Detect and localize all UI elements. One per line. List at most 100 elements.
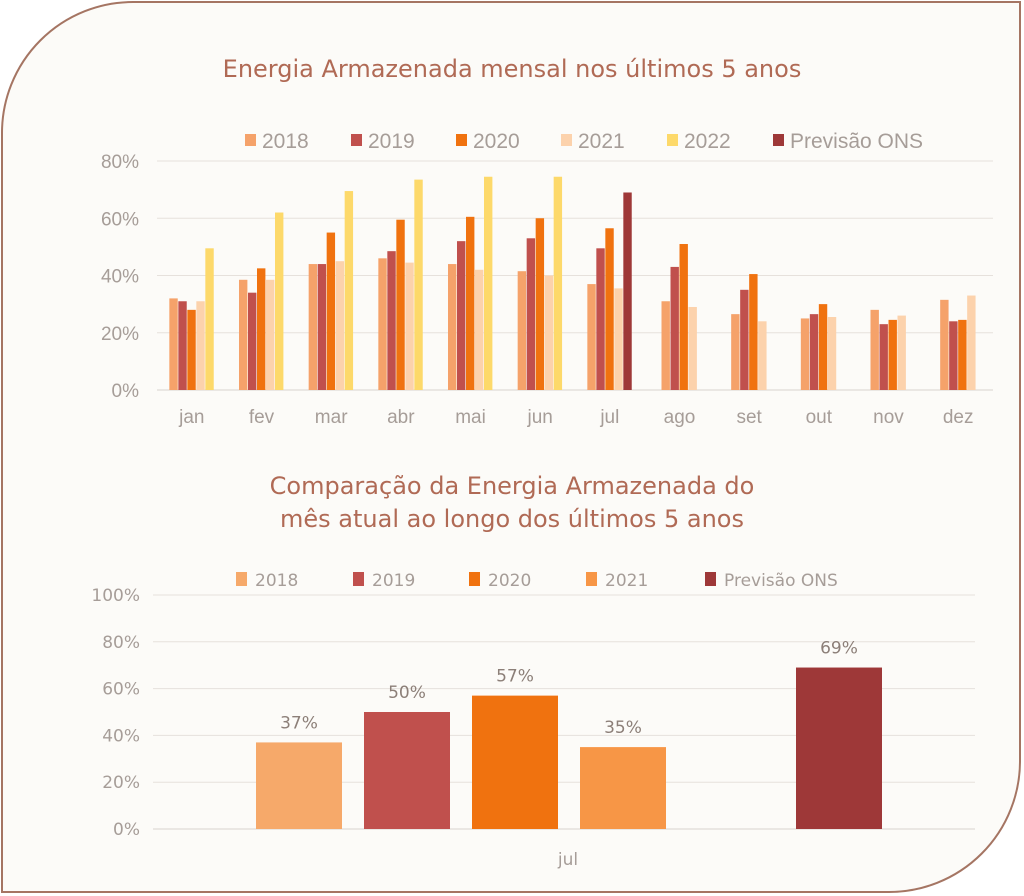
bar-2019 bbox=[364, 712, 450, 829]
chart-1-legend-label: 2021 bbox=[578, 130, 625, 153]
chart-1-y-axis: 0% 20% 40% 60% 80% bbox=[101, 152, 139, 402]
bar-nov-2021 bbox=[897, 315, 906, 390]
bar-abr-2021 bbox=[405, 262, 414, 390]
chart-1-x-tick-label: abr bbox=[387, 407, 415, 428]
chart-2-data-label: 37% bbox=[280, 713, 318, 733]
chart-1-title: Energia Armazenada mensal nos últimos 5 … bbox=[223, 55, 802, 83]
bar-dez-2021 bbox=[967, 295, 976, 390]
bar-ago-2018 bbox=[661, 301, 670, 390]
bar-jun-2021 bbox=[544, 275, 554, 390]
bar-mar-2022 bbox=[344, 191, 354, 390]
chart-1: Energia Armazenada mensal nos últimos 5 … bbox=[101, 55, 993, 428]
bar-fev-2020 bbox=[257, 268, 266, 390]
bar-out-2021 bbox=[827, 317, 837, 390]
bar-mar-2019 bbox=[317, 264, 327, 390]
bar-out-2018 bbox=[800, 318, 810, 390]
chart-1-y-tick-label: 80% bbox=[101, 152, 139, 173]
chart-2-legend-label: 2018 bbox=[255, 571, 298, 591]
bar-abr-2022 bbox=[414, 179, 423, 390]
chart-2-legend: 2018 2019 2020 2021 Previsão ONS bbox=[236, 571, 838, 591]
chart-1-x-tick-label: jun bbox=[526, 407, 552, 428]
bar-dez-2020 bbox=[958, 319, 967, 390]
bar-fev-2018 bbox=[239, 279, 248, 390]
bar-mai-2018 bbox=[448, 264, 457, 390]
bar-jan-2019 bbox=[178, 301, 187, 390]
chart-1-x-tick-label: nov bbox=[873, 407, 904, 428]
chart-2-y-tick-label: 100% bbox=[91, 586, 140, 606]
chart-2-data-label: 50% bbox=[388, 683, 426, 703]
chart-2-title-line-2: mês atual ao longo dos últimos 5 anos bbox=[280, 505, 744, 533]
bar-out-2019 bbox=[809, 314, 819, 390]
chart-1-legend-swatch bbox=[351, 134, 362, 146]
bar-jul-2020 bbox=[605, 228, 614, 390]
chart-1-x-tick-label: jan bbox=[178, 407, 204, 428]
chart-1-x-tick-label: jul bbox=[599, 407, 619, 428]
chart-1-legend-label: 2018 bbox=[262, 130, 309, 153]
bar-jun-2019 bbox=[526, 238, 536, 390]
chart-2-x-tick-label: jul bbox=[557, 850, 578, 870]
chart-2-y-tick-label: 40% bbox=[102, 726, 140, 746]
bar-set-2019 bbox=[740, 289, 749, 390]
bar-abr-2018 bbox=[378, 258, 387, 390]
chart-1-legend-swatch bbox=[561, 134, 572, 146]
chart-2-data-label: 57% bbox=[496, 667, 534, 687]
bar-abr-2019 bbox=[387, 251, 396, 390]
bar-2020 bbox=[472, 695, 558, 829]
chart-1-legend-label: 2019 bbox=[368, 130, 415, 153]
chart-1-legend: 2018 2019 2020 2021 2022 Previsão ONS bbox=[245, 130, 923, 153]
bar-mar-2018 bbox=[308, 264, 318, 390]
chart-2: Comparação da Energia Armazenada do mês … bbox=[91, 472, 975, 870]
chart-2-data-labels: 37% 50% 57% 35% 69% bbox=[280, 639, 858, 739]
bar-jul-2019 bbox=[596, 248, 605, 390]
chart-2-legend-label: Previsão ONS bbox=[724, 571, 838, 591]
bar-jun-2022 bbox=[553, 176, 563, 390]
chart-1-legend-swatch bbox=[773, 134, 784, 146]
chart-1-x-tick-label: dez bbox=[943, 407, 974, 428]
bar-mai-2019 bbox=[457, 241, 466, 390]
chart-1-x-tick-label: mar bbox=[315, 407, 348, 428]
bar-mai-2020 bbox=[466, 216, 475, 390]
chart-2-data-label: 35% bbox=[604, 718, 642, 738]
bar-out-2020 bbox=[818, 304, 828, 390]
bar-set-2021 bbox=[758, 321, 767, 390]
chart-2-y-tick-label: 60% bbox=[102, 680, 140, 700]
bar-fev-2021 bbox=[266, 279, 275, 390]
chart-1-y-tick-label: 20% bbox=[101, 324, 139, 345]
chart-1-legend-swatch bbox=[456, 134, 467, 146]
chart-1-x-tick-label: mai bbox=[455, 407, 486, 428]
chart-1-grid bbox=[157, 160, 993, 391]
chart-1-bars bbox=[169, 176, 976, 390]
chart-2-legend-label: 2020 bbox=[488, 571, 531, 591]
bar-fev-2022 bbox=[275, 212, 284, 390]
chart-2-legend-swatch bbox=[705, 572, 716, 586]
bar-ago-2019 bbox=[670, 266, 679, 390]
bar-nov-2018 bbox=[870, 309, 879, 390]
chart-2-bars bbox=[256, 667, 882, 829]
chart-1-legend-label: 2022 bbox=[684, 130, 731, 153]
chart-1-y-tick-label: 0% bbox=[112, 381, 140, 402]
chart-2-legend-label: 2019 bbox=[372, 571, 415, 591]
bar-2021 bbox=[580, 747, 666, 829]
bar-nov-2020 bbox=[888, 319, 897, 390]
bar-fev-2019 bbox=[248, 292, 257, 390]
bar-jul-2018 bbox=[587, 284, 596, 390]
bar-set-2020 bbox=[749, 274, 758, 390]
bar-jun-2020 bbox=[535, 218, 545, 390]
bar-jan-2022 bbox=[205, 248, 214, 390]
bar-jul-2021 bbox=[614, 288, 623, 390]
chart-2-y-tick-label: 0% bbox=[113, 820, 140, 840]
chart-1-legend-swatch bbox=[667, 134, 678, 146]
bar-dez-2019 bbox=[949, 321, 958, 390]
chart-2-data-label: 69% bbox=[820, 639, 858, 659]
bar-abr-2020 bbox=[396, 219, 405, 390]
bar-mai-2021 bbox=[475, 269, 484, 390]
chart-1-legend-label: Previsão ONS bbox=[790, 130, 923, 153]
bar-set-2018 bbox=[731, 314, 740, 390]
bar-jan-2021 bbox=[196, 301, 205, 390]
chart-1-x-tick-label: fev bbox=[249, 407, 275, 428]
chart-1-x-axis: jan fev mar abr mai jun jul ago set out nov dez bbox=[178, 407, 973, 428]
chart-2-legend-swatch bbox=[353, 572, 364, 586]
bar-previsao-ons bbox=[796, 667, 882, 829]
chart-2-legend-label: 2021 bbox=[605, 571, 648, 591]
bar-ago-2020 bbox=[679, 244, 688, 390]
